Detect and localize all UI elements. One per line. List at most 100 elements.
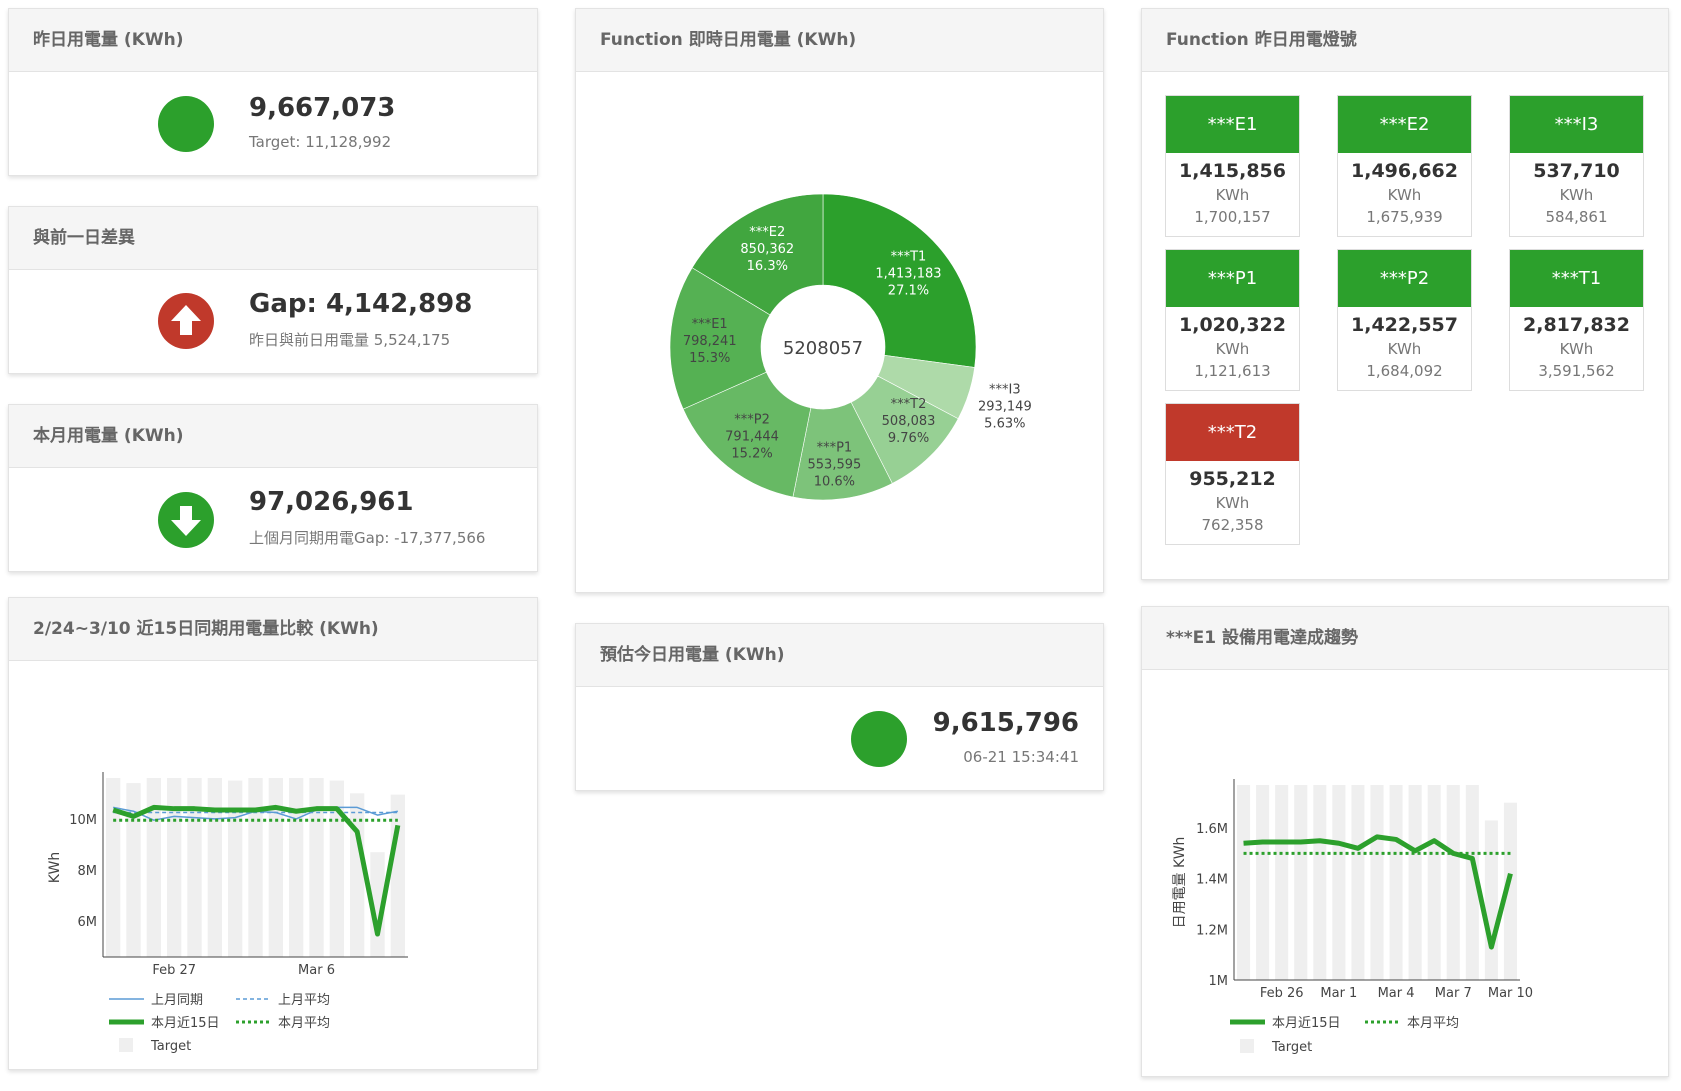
status-green-circle-icon bbox=[851, 711, 907, 767]
pie-slice-label: ***E1 bbox=[692, 317, 728, 332]
card-title: 昨日用電量 (KWh) bbox=[9, 9, 537, 72]
predict-value: 9,615,796 bbox=[932, 708, 1079, 738]
legend-label: 本月平均 bbox=[278, 1016, 330, 1031]
pie-slice-value-label: 508,083 bbox=[882, 414, 936, 429]
lamp-tile: ***P2 1,422,557 KWh 1,684,092 bbox=[1337, 249, 1472, 391]
lamp-unit: KWh bbox=[1215, 340, 1250, 358]
pie-slice-value-label: 293,149 bbox=[978, 399, 1032, 414]
pie-slice-percent: 27.1% bbox=[888, 283, 929, 298]
pie-slice[interactable] bbox=[822, 193, 977, 368]
predict-card: 預估今日用電量 (KWh) 9,615,796 06-21 15:34:41 bbox=[575, 623, 1104, 791]
pie-slice[interactable] bbox=[682, 371, 812, 498]
target-bar bbox=[1275, 785, 1289, 980]
lamp-name: ***P1 bbox=[1166, 250, 1299, 307]
pie-slice-label: ***E2 bbox=[749, 225, 785, 240]
target-bar bbox=[309, 778, 324, 957]
gap-card: 與前一日差異 Gap: 4,142,898 昨日與前日用電量 5,524,175 bbox=[8, 206, 538, 374]
yesterday-target: Target: 11,128,992 bbox=[249, 133, 392, 151]
card-title: 本月用電量 (KWh) bbox=[9, 405, 537, 468]
y-tick-label: 10M bbox=[69, 813, 97, 828]
legend-item[interactable]: 本月近15日 bbox=[1230, 1016, 1341, 1031]
lamp-tile: ***E1 1,415,856 KWh 1,700,157 bbox=[1165, 95, 1300, 237]
x-tick-label: Mar 1 bbox=[1320, 986, 1357, 1001]
legend-item[interactable]: 上月同期 bbox=[109, 993, 203, 1008]
legend-item[interactable]: Target bbox=[119, 1038, 191, 1054]
target-bar bbox=[289, 778, 304, 957]
lamp-target: 1,121,613 bbox=[1194, 362, 1271, 380]
legend-label: 上月同期 bbox=[151, 993, 203, 1008]
target-bar bbox=[1408, 785, 1422, 980]
pie-slice-value-label: 553,595 bbox=[808, 457, 862, 472]
pie-center-total: 5208057 bbox=[783, 338, 863, 359]
lamp-value: 955,212 bbox=[1189, 468, 1276, 490]
target-bar bbox=[1313, 785, 1327, 980]
target-bar bbox=[167, 778, 182, 957]
target-bar bbox=[248, 778, 263, 957]
legend-label: 本月近15日 bbox=[1272, 1016, 1341, 1031]
y-tick-label: 1M bbox=[1209, 974, 1229, 989]
legend-label: 本月近15日 bbox=[151, 1016, 220, 1031]
legend-item[interactable]: 本月平均 bbox=[1365, 1016, 1459, 1031]
lamp-value: 1,415,856 bbox=[1179, 160, 1286, 182]
month-sub: 上個月同期用電Gap: -17,377,566 bbox=[249, 529, 486, 547]
y-tick-label: 6M bbox=[78, 915, 98, 930]
lamp-value: 1,422,557 bbox=[1351, 314, 1458, 336]
pie-slice[interactable] bbox=[691, 193, 824, 316]
y-axis-label: KWh bbox=[47, 852, 63, 883]
legend-item[interactable]: Target bbox=[1240, 1039, 1312, 1055]
x-tick-label: Mar 10 bbox=[1488, 986, 1533, 1001]
target-bar bbox=[1294, 785, 1308, 980]
target-bar bbox=[126, 783, 141, 957]
lamp-target: 3,591,562 bbox=[1538, 362, 1615, 380]
card-title: 與前一日差異 bbox=[9, 207, 537, 270]
legend-label: 上月平均 bbox=[278, 993, 330, 1008]
lamp-unit: KWh bbox=[1387, 340, 1422, 358]
y-tick-label: 8M bbox=[78, 864, 98, 879]
legend-item[interactable]: 本月平均 bbox=[236, 1016, 330, 1031]
lamp-target: 1,675,939 bbox=[1366, 208, 1443, 226]
target-bar bbox=[329, 780, 344, 957]
card-title: 2/24~3/10 近15日同期用電量比較 (KWh) bbox=[9, 598, 537, 661]
lamp-unit: KWh bbox=[1559, 340, 1594, 358]
lamp-tile: ***E2 1,496,662 KWh 1,675,939 bbox=[1337, 95, 1472, 237]
pie-slice-label: ***T2 bbox=[891, 397, 927, 412]
status-green-circle-icon bbox=[158, 96, 214, 152]
pie-slice[interactable] bbox=[669, 267, 771, 410]
lamp-value: 2,817,832 bbox=[1523, 314, 1630, 336]
pie-slice-percent: 9.76% bbox=[888, 431, 929, 446]
target-bar bbox=[1389, 785, 1403, 980]
pie-slice-percent: 15.2% bbox=[731, 447, 772, 462]
pie-slice-label: ***T1 bbox=[891, 249, 927, 264]
predict-time: 06-21 15:34:41 bbox=[963, 748, 1079, 766]
y-tick-label: 1.2M bbox=[1196, 923, 1228, 938]
target-bar bbox=[1446, 785, 1460, 980]
target-bar bbox=[1237, 785, 1251, 980]
pie-slice-percent: 5.63% bbox=[984, 416, 1025, 431]
series-line bbox=[112, 804, 401, 937]
legend-item[interactable]: 本月近15日 bbox=[109, 1016, 220, 1031]
lamp-name: ***I3 bbox=[1510, 96, 1643, 153]
x-tick-label: Mar 4 bbox=[1378, 986, 1415, 1001]
y-axis-label: 日用電量 KWh bbox=[1172, 837, 1188, 929]
x-tick-label: Mar 6 bbox=[298, 963, 335, 978]
lamp-value: 1,020,322 bbox=[1179, 314, 1286, 336]
lamp-target: 1,700,157 bbox=[1194, 208, 1271, 226]
lamp-target: 1,684,092 bbox=[1366, 362, 1443, 380]
target-bar bbox=[187, 778, 202, 957]
legend-label: Target bbox=[150, 1039, 191, 1054]
month-value: 97,026,961 bbox=[249, 487, 414, 517]
series-line bbox=[1243, 834, 1513, 950]
lamp-tile: ***T1 2,817,832 KWh 3,591,562 bbox=[1509, 249, 1644, 391]
lamp-unit: KWh bbox=[1387, 186, 1422, 204]
target-bar bbox=[1256, 785, 1270, 980]
pie-slice-percent: 16.3% bbox=[747, 259, 788, 274]
legend-item[interactable]: 上月平均 bbox=[236, 993, 330, 1008]
lamp-value: 1,496,662 bbox=[1351, 160, 1458, 182]
arrow-up-circle-icon bbox=[158, 293, 214, 349]
card-title: 預估今日用電量 (KWh) bbox=[576, 624, 1103, 687]
pie-slice-label: ***P2 bbox=[734, 413, 770, 428]
target-bar bbox=[1427, 785, 1441, 980]
pie-slice-percent: 15.3% bbox=[689, 351, 730, 366]
month-card: 本月用電量 (KWh) 97,026,961 上個月同期用電Gap: -17,3… bbox=[8, 404, 538, 572]
y-tick-label: 1.6M bbox=[1196, 822, 1228, 837]
